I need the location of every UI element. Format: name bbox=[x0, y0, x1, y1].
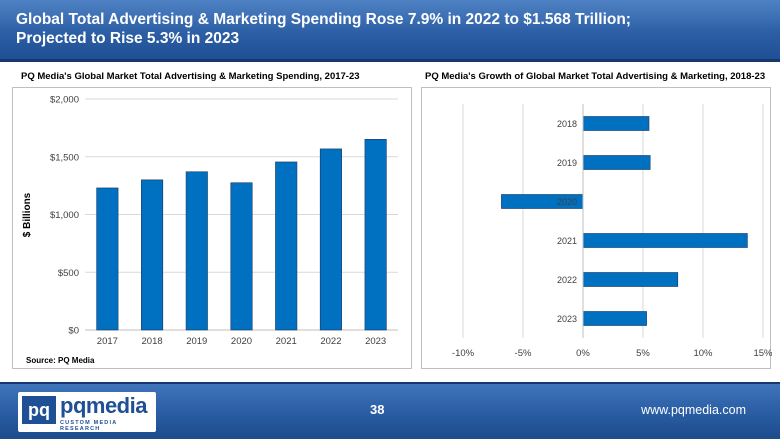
growth-bar bbox=[582, 233, 748, 248]
x-tick-label: 2021 bbox=[276, 336, 297, 347]
page-title-line-2: Projected to Rise 5.3% in 2023 bbox=[16, 30, 240, 47]
category-label: 2018 bbox=[557, 119, 577, 129]
growth-chart-panel: -10% -5% 0% 5% 10% 15% 2018 2019 2020 2021 2022 202… bbox=[421, 87, 773, 369]
spending-bar bbox=[185, 171, 208, 331]
spending-bar-chart: $ Billions Source: PQ Media $0 $500 $1,000… bbox=[22, 95, 398, 365]
spending-bar bbox=[319, 148, 342, 331]
spending-bar bbox=[364, 139, 387, 331]
x-tick-label: 0% bbox=[576, 348, 590, 359]
page-title-line-1: Global Total Advertising & Marketing Spe… bbox=[16, 11, 631, 28]
spending-bar bbox=[275, 161, 298, 331]
x-tick-label: 2017 bbox=[97, 336, 118, 347]
y-tick-label: $0 bbox=[68, 326, 79, 337]
x-tick-label: 15% bbox=[753, 348, 772, 359]
growth-bar bbox=[582, 272, 679, 287]
pqmedia-logo[interactable]: pq pqmedia CUSTOM MEDIA RESEARCH bbox=[18, 392, 156, 432]
category-label: 2019 bbox=[557, 158, 577, 168]
growth-bar bbox=[582, 155, 651, 170]
logo-wordmark: pqmedia bbox=[60, 393, 147, 418]
y-tick-label: $1,500 bbox=[50, 152, 79, 163]
page-title: Global Total Advertising & Marketing Spe… bbox=[16, 10, 756, 48]
x-tick-label: 2019 bbox=[186, 336, 207, 347]
growth-bar bbox=[582, 311, 647, 326]
y-tick-label: $2,000 bbox=[50, 95, 79, 106]
right-chart-title: PQ Media's Growth of Global Market Total… bbox=[425, 71, 766, 82]
x-tick-label: 2018 bbox=[142, 336, 163, 347]
spending-chart-panel: $ Billions Source: PQ Media $0 $500 $1,000… bbox=[12, 87, 412, 369]
category-label: 2021 bbox=[557, 236, 577, 246]
y-axis-label: $ Billions bbox=[22, 192, 33, 237]
logo-mark: pq bbox=[22, 396, 56, 424]
spending-bar bbox=[230, 182, 253, 331]
left-chart-title: PQ Media's Global Market Total Advertisi… bbox=[21, 71, 360, 82]
category-label: 2020 bbox=[557, 197, 577, 207]
x-tick-label: -5% bbox=[515, 348, 532, 359]
x-tick-label: 2023 bbox=[365, 336, 386, 347]
spending-bar bbox=[141, 179, 164, 331]
x-tick-label: 2020 bbox=[231, 336, 252, 347]
x-tick-label: -10% bbox=[452, 348, 475, 359]
category-label: 2022 bbox=[557, 275, 577, 285]
header-banner: Global Total Advertising & Marketing Spe… bbox=[0, 0, 780, 62]
growth-bar bbox=[582, 116, 650, 131]
footer-bar: pq pqmedia CUSTOM MEDIA RESEARCH 38 www.… bbox=[0, 382, 780, 439]
y-tick-label: $500 bbox=[58, 268, 79, 279]
x-tick-label: 2022 bbox=[320, 336, 341, 347]
x-tick-label: 5% bbox=[636, 348, 650, 359]
y-tick-label: $1,000 bbox=[50, 210, 79, 221]
source-note: Source: PQ Media bbox=[26, 356, 95, 365]
category-label: 2023 bbox=[557, 314, 577, 324]
spending-bar bbox=[96, 187, 119, 331]
x-tick-label: 10% bbox=[693, 348, 713, 359]
page-number: 38 bbox=[370, 402, 385, 417]
growth-bar-chart: -10% -5% 0% 5% 10% 15% 2018 2019 2020 2021 2022 202… bbox=[452, 104, 773, 359]
website-link[interactable]: www.pqmedia.com bbox=[641, 403, 746, 417]
logo-tagline: CUSTOM MEDIA RESEARCH bbox=[60, 420, 118, 432]
